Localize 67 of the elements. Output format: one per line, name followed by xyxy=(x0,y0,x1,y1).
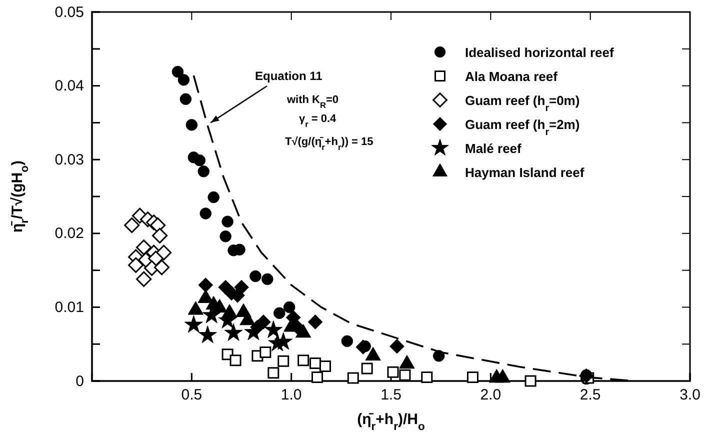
point xyxy=(230,354,242,366)
point xyxy=(178,74,190,86)
y-tick-label: 0 xyxy=(76,372,84,390)
point xyxy=(298,354,310,366)
point xyxy=(278,355,290,367)
point xyxy=(390,338,404,354)
legend-label: Malé reef xyxy=(465,141,522,156)
x-tick-label: 1.5 xyxy=(380,386,402,404)
point xyxy=(172,66,184,78)
point xyxy=(264,320,283,338)
point xyxy=(224,323,243,341)
annotation: T√(g/(η̄$_{r}$+h$_{r}$)) = 15 xyxy=(285,136,374,152)
point xyxy=(268,367,280,379)
point xyxy=(150,217,166,234)
legend-label: Ala Moana reef xyxy=(465,69,558,84)
point xyxy=(387,366,399,378)
point xyxy=(208,191,220,204)
point xyxy=(220,230,232,242)
x-tick-label: 3.0 xyxy=(680,386,700,404)
point xyxy=(399,369,411,381)
point xyxy=(319,360,331,372)
point xyxy=(124,217,140,234)
y-tick-label: 0.02 xyxy=(54,225,84,242)
point xyxy=(273,307,286,319)
point xyxy=(262,273,274,286)
point xyxy=(341,335,354,348)
y-tick-label: 0.03 xyxy=(54,151,84,168)
point xyxy=(283,301,296,314)
point xyxy=(136,240,152,256)
point xyxy=(136,271,152,287)
legend-label: Hayman Island reef xyxy=(465,165,585,180)
annotation: Equation 11 xyxy=(255,69,323,83)
y-tick-label: 0.01 xyxy=(54,299,84,316)
x-tick-label: 1.0 xyxy=(280,386,302,404)
point xyxy=(222,216,234,228)
point xyxy=(200,208,212,220)
point xyxy=(311,372,323,384)
point xyxy=(128,257,144,273)
annotation: γ$_{r}$ = 0.4 xyxy=(299,113,338,128)
annotation: with K$_{R}$=0 xyxy=(286,94,339,110)
y-tick-label: 0.04 xyxy=(54,78,84,95)
point xyxy=(186,119,198,131)
point xyxy=(154,260,170,276)
point xyxy=(184,315,203,333)
point xyxy=(198,326,217,344)
point xyxy=(421,372,433,384)
point xyxy=(524,375,536,387)
point xyxy=(361,362,373,374)
point xyxy=(194,154,206,166)
point xyxy=(152,228,168,244)
x-tick-label: 2.0 xyxy=(480,386,502,404)
x-tick-label: 0.5 xyxy=(181,386,202,404)
legend-label: Guam reef (h$_{r}$=2m) xyxy=(465,117,580,138)
point xyxy=(347,372,359,384)
point xyxy=(308,314,323,330)
point xyxy=(198,278,213,292)
point xyxy=(250,270,262,282)
point xyxy=(274,332,293,350)
legend-label: Guam reef (h$_{r}$=0m) xyxy=(465,93,580,114)
x-tick-label: 2.5 xyxy=(580,386,601,404)
point xyxy=(198,166,210,178)
point xyxy=(466,372,478,384)
point xyxy=(180,93,192,105)
legend-label: Idealised horizontal reef xyxy=(465,45,614,60)
y-tick-label: 0.05 xyxy=(54,4,84,21)
x-axis-title: (η̄$_{r}$+h$_{r}$)/H$_{o}$ xyxy=(357,411,426,433)
point xyxy=(260,346,272,358)
